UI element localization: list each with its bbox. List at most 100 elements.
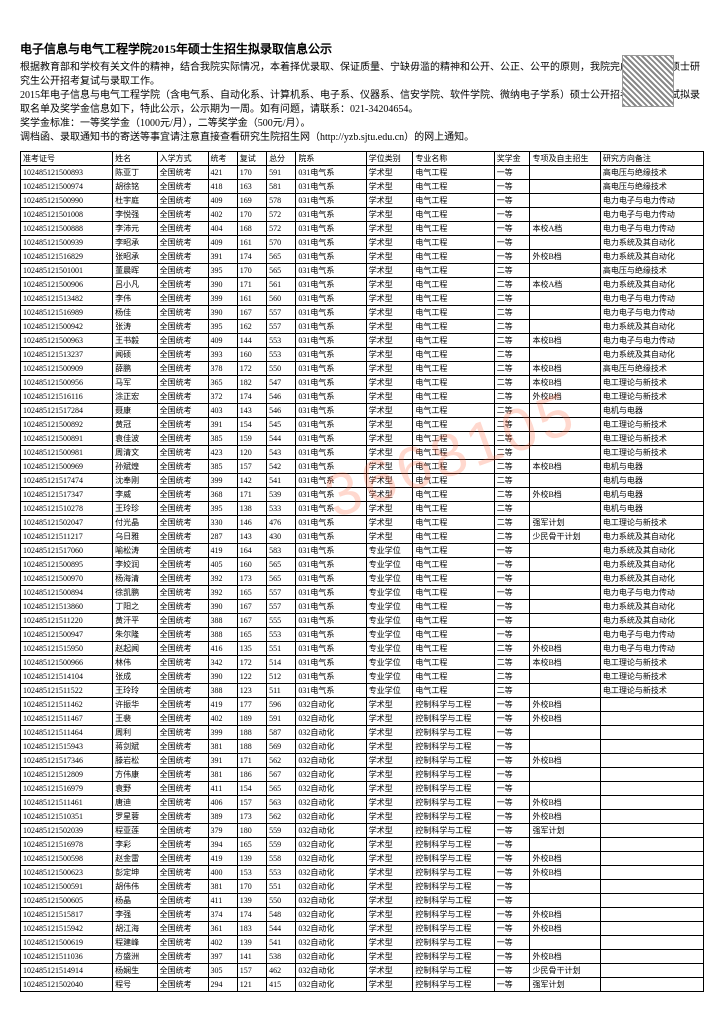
table-cell: 一等	[494, 236, 530, 250]
table-cell: 395	[208, 320, 237, 334]
table-cell: 031电气系	[296, 656, 366, 670]
table-cell: 少民骨干计划	[530, 964, 600, 978]
table-cell: 423	[208, 446, 237, 460]
table-cell: 102485121501008	[21, 208, 113, 222]
table-cell: 外校B档	[530, 852, 600, 866]
table-cell: 102485121500942	[21, 320, 113, 334]
table-cell: 102485121512809	[21, 768, 113, 782]
table-cell: 电工理论与新技术	[600, 670, 703, 684]
table-cell: 电气工程	[413, 180, 494, 194]
table-cell: 390	[208, 278, 237, 292]
table-cell: 学术型	[366, 712, 413, 726]
table-cell: 165	[237, 838, 266, 852]
table-cell: 541	[267, 474, 296, 488]
table-cell: 电力电子与电力传动	[600, 334, 703, 348]
table-cell: 胡徐铭	[113, 180, 157, 194]
table-cell: 学术型	[366, 950, 413, 964]
table-cell: 102485121510278	[21, 502, 113, 516]
table-cell: 二等	[494, 334, 530, 348]
table-cell: 付光晶	[113, 516, 157, 530]
table-cell: 控制科学与工程	[413, 964, 494, 978]
table-cell: 一等	[494, 866, 530, 880]
table-cell: 031电气系	[296, 362, 366, 376]
table-cell: 551	[267, 642, 296, 656]
table-cell: 全国统考	[157, 796, 208, 810]
table-cell: 409	[208, 194, 237, 208]
table-cell: 全国统考	[157, 894, 208, 908]
table-cell	[530, 306, 600, 320]
table-row: 102485121500956马军全国统考365182547031电气系学术型电…	[21, 376, 704, 390]
table-cell: 黄汗平	[113, 614, 157, 628]
table-cell: 544	[267, 922, 296, 936]
table-cell	[600, 978, 703, 992]
table-cell: 电气工程	[413, 656, 494, 670]
table-cell	[530, 544, 600, 558]
table-cell: 388	[208, 628, 237, 642]
table-cell: 专业学位	[366, 614, 413, 628]
table-row: 102485121517060喻松涛全国统考419164583031电气系专业学…	[21, 544, 704, 558]
table-row: 102485121500894徐凯鹏全国统考392165557031电气系专业学…	[21, 586, 704, 600]
table-cell: 学术型	[366, 194, 413, 208]
table-cell: 一等	[494, 908, 530, 922]
table-cell: 丁阳之	[113, 600, 157, 614]
table-row: 102485121511522王玲玲全国统考388123511031电气系专业学…	[21, 684, 704, 698]
table-cell: 电力电子与电力传动	[600, 306, 703, 320]
table-cell	[600, 698, 703, 712]
table-cell: 本校B档	[530, 460, 600, 474]
table-cell	[600, 768, 703, 782]
table-cell: 彭定坤	[113, 866, 157, 880]
table-cell: 031电气系	[296, 530, 366, 544]
table-cell: 411	[208, 782, 237, 796]
table-cell: 电工理论与新技术	[600, 684, 703, 698]
table-cell: 学术型	[366, 796, 413, 810]
table-cell: 565	[267, 264, 296, 278]
table-cell: 全国统考	[157, 768, 208, 782]
table-cell: 电气工程	[413, 446, 494, 460]
table-cell: 专业学位	[366, 572, 413, 586]
table-cell: 032自动化	[296, 964, 366, 978]
table-cell: 550	[267, 362, 296, 376]
table-cell: 543	[267, 446, 296, 460]
table-cell: 533	[267, 502, 296, 516]
table-cell: 174	[237, 250, 266, 264]
table-cell: 031电气系	[296, 502, 366, 516]
table-cell: 032自动化	[296, 740, 366, 754]
table-cell	[530, 726, 600, 740]
table-row: 102485121514914杨娴生全国统考305157462032自动化学术型…	[21, 964, 704, 978]
table-cell: 二等	[494, 418, 530, 432]
table-cell: 一等	[494, 768, 530, 782]
table-row: 102485121516978李彩全国统考394165559032自动化学术型控…	[21, 838, 704, 852]
table-cell: 161	[237, 236, 266, 250]
table-row: 102485121500970杨海清全国统考392173565031电气系专业学…	[21, 572, 704, 586]
table-cell: 169	[237, 194, 266, 208]
table-cell: 电气工程	[413, 236, 494, 250]
table-cell: 赵金雷	[113, 852, 157, 866]
table-cell: 557	[267, 586, 296, 600]
table-cell: 567	[267, 768, 296, 782]
table-cell: 电力电子与电力传动	[600, 222, 703, 236]
table-cell: 031电气系	[296, 684, 366, 698]
table-cell: 305	[208, 964, 237, 978]
table-cell: 572	[267, 208, 296, 222]
table-cell: 164	[237, 544, 266, 558]
table-cell: 电气工程	[413, 306, 494, 320]
table-cell: 学术型	[366, 754, 413, 768]
table-cell: 一等	[494, 614, 530, 628]
table-row: 102485121500966林伟全国统考342172514031电气系专业学位…	[21, 656, 704, 670]
table-cell: 553	[267, 628, 296, 642]
preamble-line: 奖学金标准：一等奖学金（1000元/月），二等奖学金（500元/月）。	[20, 117, 704, 131]
table-cell: 控制科学与工程	[413, 936, 494, 950]
table-cell: 控制科学与工程	[413, 978, 494, 992]
table-cell: 电力系统及其自动化	[600, 250, 703, 264]
table-cell: 171	[237, 278, 266, 292]
table-cell: 一等	[494, 572, 530, 586]
table-cell: 杜宇庭	[113, 194, 157, 208]
table-cell: 学术型	[366, 740, 413, 754]
table-cell: 二等	[494, 516, 530, 530]
table-cell: 390	[208, 306, 237, 320]
table-cell: 102485121502039	[21, 824, 113, 838]
table-cell: 102485121500939	[21, 236, 113, 250]
table-cell: 二等	[494, 278, 530, 292]
table-cell: 电力系统及其自动化	[600, 614, 703, 628]
table-cell: 学术型	[366, 474, 413, 488]
